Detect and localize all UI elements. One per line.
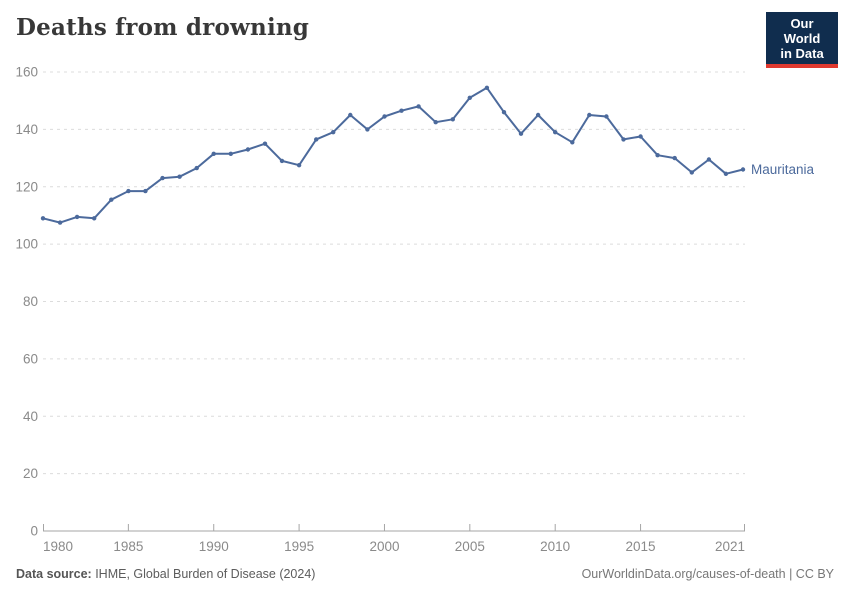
data-point[interactable] <box>655 153 660 158</box>
page-title: Deaths from drowning <box>16 14 310 41</box>
data-point[interactable] <box>245 147 251 152</box>
data-point[interactable] <box>740 167 746 172</box>
y-tick-label: 20 <box>23 466 38 481</box>
x-tick-label: 2015 <box>626 539 656 554</box>
data-point[interactable] <box>706 157 712 162</box>
data-source-label: Data source: <box>16 567 92 581</box>
y-tick-label: 0 <box>30 524 38 539</box>
license-credit[interactable]: OurWorldinData.org/causes-of-death | CC … <box>581 567 834 581</box>
data-point[interactable] <box>348 112 353 118</box>
data-point[interactable] <box>553 130 558 135</box>
data-point[interactable] <box>570 140 575 145</box>
x-tick-label: 2000 <box>369 539 399 554</box>
data-point[interactable] <box>587 112 592 118</box>
data-point[interactable] <box>535 112 541 118</box>
data-point[interactable] <box>296 163 302 168</box>
chart-footer: Data source: IHME, Global Burden of Dise… <box>16 567 834 581</box>
data-point[interactable] <box>331 130 336 135</box>
data-point[interactable] <box>57 220 63 225</box>
data-point[interactable] <box>518 131 524 136</box>
data-point[interactable] <box>109 197 114 202</box>
x-tick-label: 1990 <box>199 539 229 554</box>
data-point[interactable] <box>143 188 148 194</box>
data-point[interactable] <box>279 158 285 164</box>
data-point[interactable] <box>365 127 370 132</box>
data-point[interactable] <box>228 151 233 156</box>
entity-label[interactable]: Mauritania <box>751 162 815 177</box>
y-tick-label: 80 <box>23 294 38 309</box>
data-point[interactable] <box>689 170 694 175</box>
data-point[interactable] <box>177 174 182 179</box>
data-point[interactable] <box>262 141 268 146</box>
data-point[interactable] <box>501 110 507 115</box>
x-tick-label: 1995 <box>284 539 314 554</box>
data-point[interactable] <box>399 108 404 113</box>
y-tick-label: 160 <box>15 65 38 80</box>
x-tick-label: 1980 <box>43 539 73 554</box>
series-line[interactable] <box>42 86 744 224</box>
data-point[interactable] <box>40 216 46 221</box>
data-point[interactable] <box>92 216 97 221</box>
data-point[interactable] <box>74 214 80 220</box>
data-point[interactable] <box>416 104 421 109</box>
data-point[interactable] <box>604 114 609 119</box>
data-point[interactable] <box>160 175 165 181</box>
x-tick-label: 2021 <box>715 539 745 554</box>
data-point[interactable] <box>467 95 472 101</box>
y-tick-label: 120 <box>15 179 38 194</box>
data-point[interactable] <box>382 114 387 119</box>
data-point[interactable] <box>450 117 455 122</box>
data-point[interactable] <box>314 137 319 142</box>
data-point[interactable] <box>638 134 643 139</box>
owid-logo[interactable]: Our World in Data <box>766 12 838 68</box>
owid-logo-line2: in Data <box>780 46 824 61</box>
data-point[interactable] <box>484 85 490 91</box>
data-point[interactable] <box>723 171 729 176</box>
data-point[interactable] <box>672 155 677 161</box>
data-point[interactable] <box>621 137 626 142</box>
data-point[interactable] <box>126 188 131 194</box>
data-point[interactable] <box>433 120 438 125</box>
y-tick-label: 60 <box>23 351 38 366</box>
owid-logo-line1: Our World <box>783 16 821 46</box>
data-point[interactable] <box>211 151 216 156</box>
data-source-value: IHME, Global Burden of Disease (2024) <box>91 567 316 581</box>
x-tick-label: 2010 <box>540 539 570 554</box>
data-source-note: Data source: IHME, Global Burden of Dise… <box>16 567 315 581</box>
x-tick-label: 2005 <box>455 539 485 554</box>
y-tick-label: 40 <box>23 409 38 424</box>
x-tick-label: 1985 <box>113 539 143 554</box>
y-tick-label: 100 <box>15 237 38 252</box>
data-point[interactable] <box>194 165 199 171</box>
y-tick-label: 140 <box>15 122 38 137</box>
